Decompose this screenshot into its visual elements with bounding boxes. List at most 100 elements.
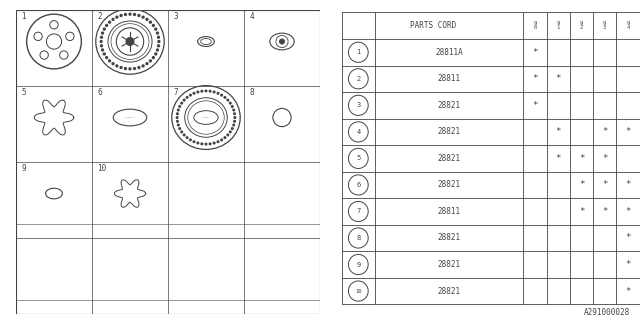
Text: 9: 9 [21,164,26,173]
Circle shape [233,112,236,115]
Circle shape [108,20,111,24]
Text: 1: 1 [21,12,26,21]
Text: *: * [602,180,607,189]
Circle shape [223,96,227,99]
Text: *: * [579,207,584,216]
Text: 28821: 28821 [438,260,461,269]
Text: 9: 9 [356,261,360,268]
Circle shape [99,40,103,43]
Circle shape [157,44,160,47]
Text: 6: 6 [97,88,102,97]
Circle shape [228,102,232,105]
Circle shape [100,36,103,39]
Circle shape [216,92,220,95]
Text: 4: 4 [356,129,360,135]
Circle shape [234,116,236,119]
Circle shape [178,127,181,130]
Circle shape [145,62,148,65]
Text: PARTS CORD: PARTS CORD [410,21,456,30]
Text: A291000028: A291000028 [584,308,630,317]
Text: *: * [556,74,561,83]
Circle shape [180,130,183,133]
Circle shape [231,127,234,130]
Circle shape [176,112,179,115]
Text: *: * [602,154,607,163]
Circle shape [101,31,104,35]
Circle shape [200,90,204,93]
Circle shape [280,39,284,44]
Circle shape [189,138,192,141]
Text: --------: -------- [125,116,135,119]
Circle shape [115,64,118,68]
Text: 5: 5 [21,88,26,97]
Text: 10: 10 [97,164,107,173]
Circle shape [212,91,216,93]
Circle shape [233,120,236,123]
Text: *: * [625,234,630,243]
Text: *: * [556,127,561,136]
Circle shape [141,15,145,19]
Text: 28811: 28811 [438,207,461,216]
Circle shape [126,38,134,45]
Text: 28821: 28821 [438,234,461,243]
Text: 28821: 28821 [438,101,461,110]
Text: 5: 5 [356,156,360,161]
Text: 4: 4 [250,12,254,21]
Circle shape [209,142,212,145]
Text: 9
2: 9 2 [580,21,583,30]
Text: 3: 3 [356,102,360,108]
Text: *: * [556,154,561,163]
Text: *: * [625,180,630,189]
Text: 28811: 28811 [438,74,461,83]
Circle shape [133,13,136,16]
Circle shape [156,31,159,35]
Text: 28821: 28821 [438,127,461,136]
Circle shape [175,116,179,119]
Text: 28821: 28821 [438,180,461,189]
Text: 7: 7 [356,208,360,214]
Circle shape [228,130,232,133]
Circle shape [102,52,106,56]
Circle shape [232,108,236,112]
Circle shape [227,133,229,136]
Circle shape [205,143,207,146]
Circle shape [115,15,118,19]
Text: 7: 7 [173,88,178,97]
Circle shape [137,66,141,69]
Text: *: * [532,74,538,83]
Circle shape [157,40,161,43]
Text: 28821: 28821 [438,286,461,296]
Circle shape [111,62,115,65]
Circle shape [196,91,200,93]
Circle shape [182,99,186,102]
Circle shape [111,18,115,21]
Circle shape [227,99,229,102]
Circle shape [220,94,223,97]
Circle shape [193,92,196,95]
Circle shape [148,20,152,24]
Text: 9
4: 9 4 [627,21,630,30]
Circle shape [120,66,123,69]
Circle shape [137,14,141,17]
Circle shape [189,94,192,97]
Text: 2: 2 [356,76,360,82]
Text: *: * [602,127,607,136]
Text: *: * [625,260,630,269]
Text: 6: 6 [356,182,360,188]
Text: *: * [602,207,607,216]
Text: *: * [579,154,584,163]
Circle shape [124,13,127,16]
Text: *: * [579,180,584,189]
Circle shape [152,56,155,59]
Circle shape [186,136,189,139]
Circle shape [176,120,179,123]
Text: ------: ------ [202,116,210,119]
Text: *: * [625,127,630,136]
Circle shape [154,28,157,31]
Circle shape [209,90,212,93]
Text: 8: 8 [250,88,254,97]
Circle shape [154,52,157,56]
Circle shape [200,142,204,145]
Text: 28821: 28821 [438,154,461,163]
Text: *: * [625,286,630,296]
